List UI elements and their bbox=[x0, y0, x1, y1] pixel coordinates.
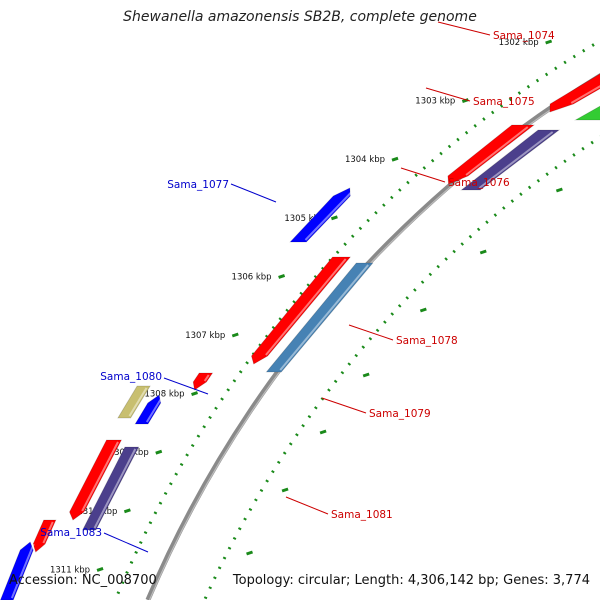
gene-label: Sama_1079 bbox=[369, 408, 431, 420]
cds-sama-1080-khaki bbox=[117, 385, 151, 419]
tick-label: 1303 kbp bbox=[415, 97, 455, 107]
gene-label-connector bbox=[400, 167, 446, 183]
gene-label: Sama_1077 bbox=[167, 179, 229, 191]
ring-inner-dots bbox=[113, 39, 600, 600]
cds-sama-1081-b-shine bbox=[93, 448, 137, 529]
tick-mark bbox=[479, 249, 487, 255]
gene-label: Sama_1081 bbox=[331, 509, 393, 521]
ring-layer bbox=[113, 39, 600, 600]
tick-mark bbox=[191, 391, 199, 397]
tick-mark bbox=[246, 550, 254, 556]
cds-sama-1077 bbox=[289, 187, 351, 243]
cds-sama-1083-shine bbox=[10, 543, 35, 599]
tick-label: 1308 kbp bbox=[144, 390, 184, 400]
gene-label-connector bbox=[285, 496, 329, 515]
cds-sama-1074-shine bbox=[570, 85, 600, 104]
cds-sama-1082 bbox=[32, 519, 57, 553]
tick-mark bbox=[419, 307, 427, 313]
cds-sama-1081-a bbox=[69, 439, 123, 521]
tick-label: 1304 kbp bbox=[345, 155, 385, 165]
cds-sama-1081-a-shine bbox=[81, 441, 119, 512]
backbone-highlight bbox=[148, 77, 600, 600]
cds-sama-1076-a-shine bbox=[465, 126, 529, 176]
gene-label-connector bbox=[163, 377, 209, 395]
gene-label: Sama_1075 bbox=[473, 96, 535, 108]
gene-label-connector bbox=[425, 87, 471, 102]
gene-label: Sama_1076 bbox=[448, 177, 510, 189]
cds-sama-1078 bbox=[265, 262, 374, 373]
tick-mark bbox=[96, 566, 104, 572]
cds-sama-1079 bbox=[192, 372, 214, 391]
tick-label: 1302 kbp bbox=[499, 38, 539, 48]
label-layer: Sama_1074 Sama_1075 Sama_1076 Sama_1077 Sama… bbox=[40, 21, 555, 553]
cds-sama-1075 bbox=[574, 105, 600, 121]
gene-label: Sama_1083 bbox=[40, 527, 102, 539]
genome-backbone bbox=[145, 73, 600, 600]
accession-text: Accession: NC_008700 bbox=[9, 573, 157, 588]
cds-sama-1074 bbox=[549, 73, 600, 113]
ring-outer-dots bbox=[203, 135, 600, 600]
tick-mark bbox=[391, 156, 399, 162]
gene-label-connector bbox=[321, 397, 367, 414]
cds-sama-1076-b-shine bbox=[478, 131, 554, 189]
cds-sama-1079-shine bbox=[203, 374, 210, 382]
tick-label: 1305 kbp bbox=[284, 214, 324, 224]
gene-label-connector bbox=[103, 532, 149, 553]
cds-sama-1077-shine bbox=[304, 189, 355, 241]
gene-label-connector bbox=[230, 183, 277, 203]
tick-label: 1311 kbp bbox=[50, 565, 90, 575]
cds-sama-1078-shine bbox=[279, 264, 369, 371]
gene-label: Sama_1080 bbox=[100, 371, 162, 383]
tick-mark bbox=[555, 187, 563, 193]
cds-sama-1080 bbox=[134, 394, 162, 425]
gene-label-connector bbox=[348, 324, 394, 341]
tick-label: 1307 kbp bbox=[185, 331, 225, 341]
tick-mark bbox=[330, 215, 338, 221]
cds-sama-1076-a bbox=[447, 124, 536, 185]
gene-label: Sama_1078 bbox=[396, 335, 458, 347]
tick-mark bbox=[231, 332, 239, 338]
tick-mark bbox=[362, 372, 370, 378]
cds-sama-1078-a bbox=[251, 256, 352, 365]
tick-mark bbox=[319, 429, 327, 435]
backbone-arc bbox=[145, 73, 600, 600]
tick-mark bbox=[278, 273, 286, 279]
genome-summary-text: Topology: circular; Length: 4,306,142 bp… bbox=[232, 573, 590, 588]
cds-sama-1080-khaki-shine bbox=[128, 387, 148, 417]
cds-sama-1078-a-shine bbox=[265, 258, 347, 356]
tick-label: 1306 kbp bbox=[232, 272, 272, 282]
cds-sama-1082-shine bbox=[42, 521, 54, 544]
tick-mark bbox=[155, 449, 163, 455]
cds-sama-1083 bbox=[0, 541, 34, 600]
tick-mark bbox=[281, 487, 289, 493]
tick-mark bbox=[545, 39, 553, 45]
tick-mark bbox=[123, 508, 131, 514]
gene-label-connector bbox=[437, 21, 491, 36]
cds-sama-1081-b bbox=[81, 446, 140, 531]
gene-label: Sama_1074 bbox=[493, 30, 555, 42]
cds-sama-1080-shine bbox=[145, 396, 163, 423]
map-title: Shewanella amazonensis SB2B, complete ge… bbox=[123, 9, 477, 25]
cds-sama-1076-b bbox=[460, 129, 561, 191]
